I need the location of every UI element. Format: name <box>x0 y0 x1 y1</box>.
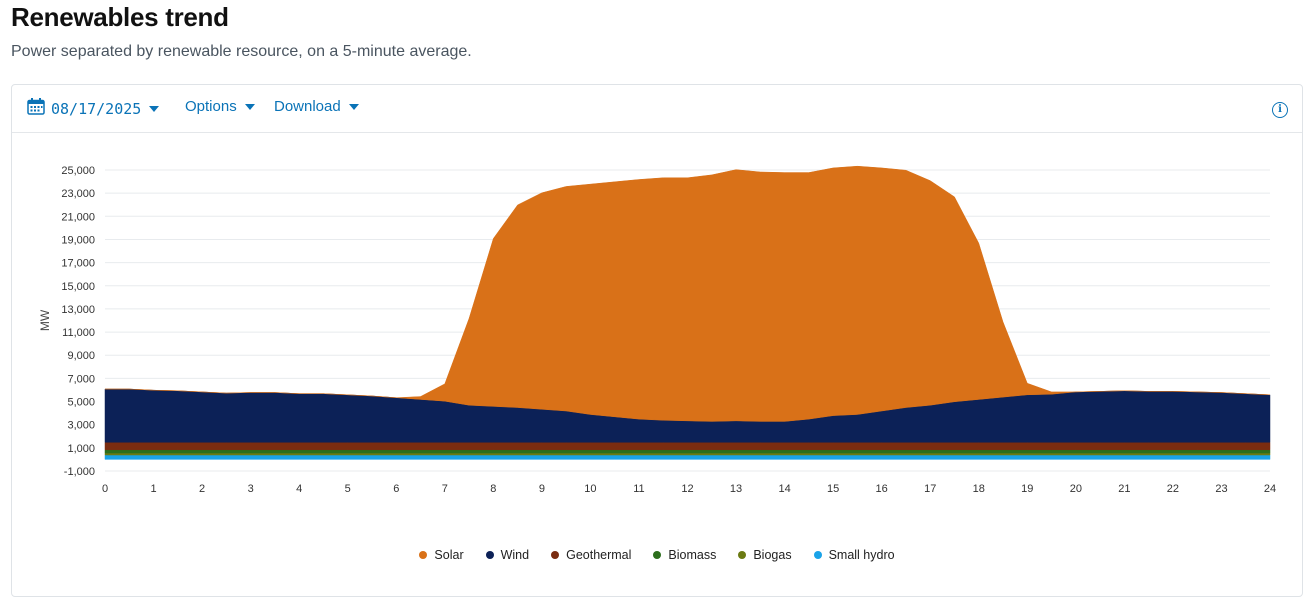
legend-swatch <box>653 551 662 559</box>
chart-legend: Solar Wind Geothermal Biomass Biogas Small hy… <box>12 548 1302 562</box>
chevron-down-icon <box>244 103 255 110</box>
chart-card: 08/17/2025 Options Download i -1,000 1,00… <box>11 84 1303 597</box>
series-small-hydro-area <box>104 454 1271 460</box>
legend-swatch <box>551 551 560 559</box>
y-tick-label: 15,000 <box>61 281 95 293</box>
series-biomass-area <box>104 449 1271 454</box>
x-tick-label: 17 <box>924 483 936 495</box>
x-tick-label: 1 <box>150 483 156 495</box>
x-tick-label: 15 <box>827 483 839 495</box>
legend-label: Biogas <box>753 548 792 562</box>
series-biogas-area <box>104 452 1271 456</box>
series-geothermal-area <box>104 442 1271 451</box>
page-subtitle: Power separated by renewable resource, o… <box>11 43 472 60</box>
x-tick-label: 22 <box>1167 483 1179 495</box>
y-tick-label: 3,000 <box>67 420 95 432</box>
x-tick-label: 6 <box>393 483 399 495</box>
date-value: 08/17/2025 <box>51 99 142 118</box>
chart-area: -1,000 1,000 3,000 5,000 7,000 9,000 11,000 13,… <box>12 85 1302 550</box>
x-tick-label: 20 <box>1070 483 1082 495</box>
y-axis-label: MW <box>38 309 52 331</box>
options-dropdown[interactable]: Options <box>185 98 255 115</box>
legend-swatch <box>419 551 428 559</box>
x-tick-label: 24 <box>1264 483 1276 495</box>
x-tick-label: 23 <box>1215 483 1227 495</box>
date-picker[interactable]: 08/17/2025 <box>27 98 160 119</box>
legend-label: Biomass <box>668 548 717 562</box>
legend-item-small-hydro[interactable]: Small hydro <box>813 548 895 562</box>
y-tick-label: 5,000 <box>67 397 95 409</box>
x-tick-label: 10 <box>584 483 596 495</box>
legend-label: Solar <box>434 548 464 562</box>
legend-label: Small hydro <box>828 548 895 562</box>
series-solar-area <box>105 165 1271 422</box>
y-tick-label: 21,000 <box>61 211 95 223</box>
x-tick-label: 12 <box>681 483 693 495</box>
legend-swatch <box>813 551 822 559</box>
legend-item-biogas[interactable]: Biogas <box>738 548 792 562</box>
y-tick-label: 17,000 <box>61 258 95 270</box>
y-tick-label: 25,000 <box>61 165 95 177</box>
legend-item-solar[interactable]: Solar <box>419 548 464 562</box>
info-icon[interactable]: i <box>1272 102 1288 118</box>
x-tick-label: 18 <box>973 483 985 495</box>
y-tick-label: 19,000 <box>61 234 95 246</box>
legend-swatch <box>485 551 494 559</box>
legend-label: Wind <box>500 548 530 562</box>
legend-item-geothermal[interactable]: Geothermal <box>551 548 631 562</box>
x-tick-label: 8 <box>490 483 496 495</box>
download-label: Download <box>274 98 341 115</box>
x-tick-label: 16 <box>876 483 888 495</box>
x-tick-label: 14 <box>778 483 790 495</box>
y-tick-label: 1,000 <box>67 443 95 455</box>
x-tick-label: 3 <box>248 483 254 495</box>
x-tick-label: 5 <box>345 483 351 495</box>
legend-swatch <box>738 551 747 559</box>
y-tick-label: 13,000 <box>61 304 95 316</box>
y-tick-label: 9,000 <box>67 350 95 362</box>
legend-item-biomass[interactable]: Biomass <box>653 548 716 562</box>
x-tick-label: 21 <box>1118 483 1130 495</box>
y-tick-label: 7,000 <box>67 373 95 385</box>
x-tick-label: 11 <box>633 483 644 495</box>
x-tick-label: 19 <box>1021 483 1033 495</box>
y-tick-label: -1,000 <box>64 466 95 478</box>
legend-item-wind[interactable]: Wind <box>485 548 530 562</box>
y-tick-label: 11,000 <box>62 327 95 339</box>
legend-label: Geothermal <box>566 548 632 562</box>
x-tick-label: 7 <box>442 483 448 495</box>
calendar-icon <box>27 98 45 119</box>
options-label: Options <box>185 98 237 115</box>
page-title: Renewables trend <box>11 2 229 32</box>
y-tick-label: 23,000 <box>61 188 95 200</box>
chart-toolbar: 08/17/2025 Options Download i <box>12 85 1302 133</box>
chevron-down-icon <box>149 105 160 112</box>
download-dropdown[interactable]: Download <box>274 98 359 115</box>
x-tick-label: 13 <box>730 483 742 495</box>
x-tick-label: 9 <box>539 483 545 495</box>
chevron-down-icon <box>348 103 359 110</box>
x-tick-label: 0 <box>102 483 108 495</box>
x-tick-label: 4 <box>296 483 302 495</box>
renewables-chart: -1,000 1,000 3,000 5,000 7,000 9,000 11,000 13,… <box>38 165 1276 495</box>
x-tick-label: 2 <box>199 483 205 495</box>
